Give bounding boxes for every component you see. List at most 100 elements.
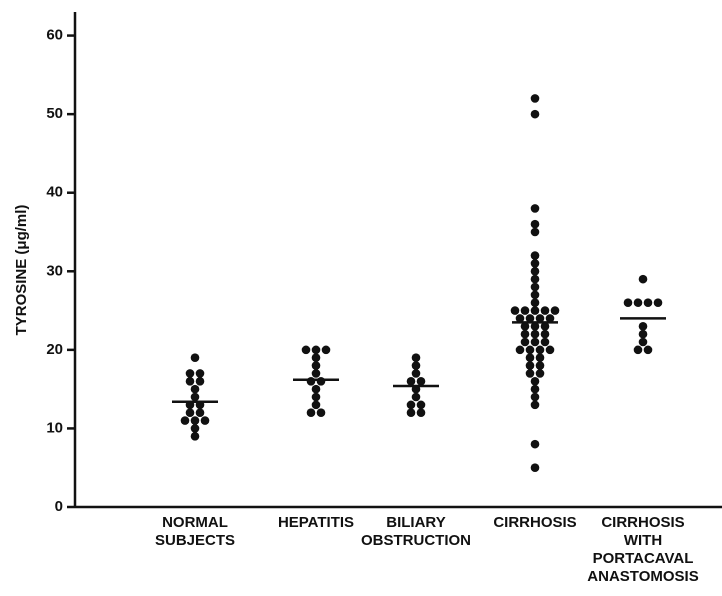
dot (530, 306, 540, 315)
dot (525, 353, 535, 363)
dot (623, 298, 633, 308)
dot (406, 400, 416, 410)
dot (190, 424, 200, 433)
dot (190, 353, 200, 363)
dot (535, 345, 545, 355)
dot (530, 392, 540, 402)
dot (411, 353, 421, 363)
dot (316, 376, 326, 386)
dot (525, 345, 535, 355)
dot (530, 439, 540, 449)
dot (411, 361, 421, 370)
y-tick-label: 20 (46, 341, 63, 358)
dot (311, 392, 321, 402)
dot (311, 345, 321, 355)
dot (535, 361, 545, 370)
dot (633, 345, 643, 355)
dot (515, 345, 525, 355)
dot (200, 416, 210, 425)
dot (185, 376, 195, 386)
dot (530, 384, 540, 394)
dot (550, 306, 560, 315)
dot (530, 290, 540, 300)
dot (530, 109, 540, 119)
x-tick-label: OBSTRUCTION (361, 532, 471, 549)
dot (515, 314, 525, 323)
dot (530, 274, 540, 284)
dot (530, 463, 540, 473)
dot (540, 337, 550, 347)
dot (185, 369, 195, 378)
dot (416, 400, 426, 410)
y-tick-label: 0 (55, 498, 63, 515)
dot (530, 282, 540, 292)
y-tick-label: 10 (46, 419, 63, 436)
y-tick-label: 60 (46, 27, 63, 44)
dot (195, 369, 205, 378)
dot (545, 345, 555, 355)
x-tick-label: CIRRHOSIS (601, 514, 684, 531)
dot (530, 329, 540, 339)
dot (190, 416, 200, 425)
y-tick-label: 40 (46, 184, 63, 201)
dot (311, 384, 321, 394)
x-tick-label: HEPATITIS (278, 514, 354, 531)
x-tick-label: BILIARY (386, 514, 445, 531)
dot (510, 306, 520, 315)
dot (311, 400, 321, 410)
dot (638, 329, 648, 339)
dot (406, 408, 416, 418)
dot (535, 314, 545, 323)
dot (530, 219, 540, 229)
dot (540, 306, 550, 315)
dot (530, 298, 540, 308)
y-tick-label: 50 (46, 105, 63, 122)
dot (520, 329, 530, 339)
dot (520, 306, 530, 315)
dot (321, 345, 331, 355)
dot (535, 353, 545, 363)
dot (525, 369, 535, 378)
dot (195, 376, 205, 386)
dot (525, 361, 535, 370)
dot (530, 259, 540, 268)
dot (316, 408, 326, 418)
dot (190, 384, 200, 394)
dot (190, 431, 200, 441)
x-tick-label: PORTACAVAL (593, 550, 694, 567)
dot (643, 345, 653, 355)
dot (530, 337, 540, 347)
x-tick-label: ANASTOMOSIS (587, 568, 698, 585)
dot (530, 321, 540, 331)
dot (530, 266, 540, 276)
dot (311, 369, 321, 378)
dot (301, 345, 311, 355)
x-tick-label: CIRRHOSIS (493, 514, 576, 531)
dot (306, 376, 316, 386)
dot (190, 392, 200, 402)
dot (530, 204, 540, 213)
dot (638, 274, 648, 284)
dot (180, 416, 190, 425)
dot (540, 329, 550, 339)
dot (530, 251, 540, 260)
dot (406, 376, 416, 386)
x-tick-label: WITH (624, 532, 662, 549)
dot (411, 392, 421, 402)
dot (530, 400, 540, 410)
dot (545, 314, 555, 323)
dot (530, 227, 540, 237)
dot (530, 376, 540, 386)
dot (525, 314, 535, 323)
dot (638, 337, 648, 347)
dot (643, 298, 653, 308)
dot (633, 298, 643, 308)
dot (530, 94, 540, 103)
dot (520, 337, 530, 347)
x-tick-label: SUBJECTS (155, 532, 235, 549)
dot (311, 361, 321, 370)
dot (416, 376, 426, 386)
dot (638, 321, 648, 331)
dot (311, 353, 321, 363)
